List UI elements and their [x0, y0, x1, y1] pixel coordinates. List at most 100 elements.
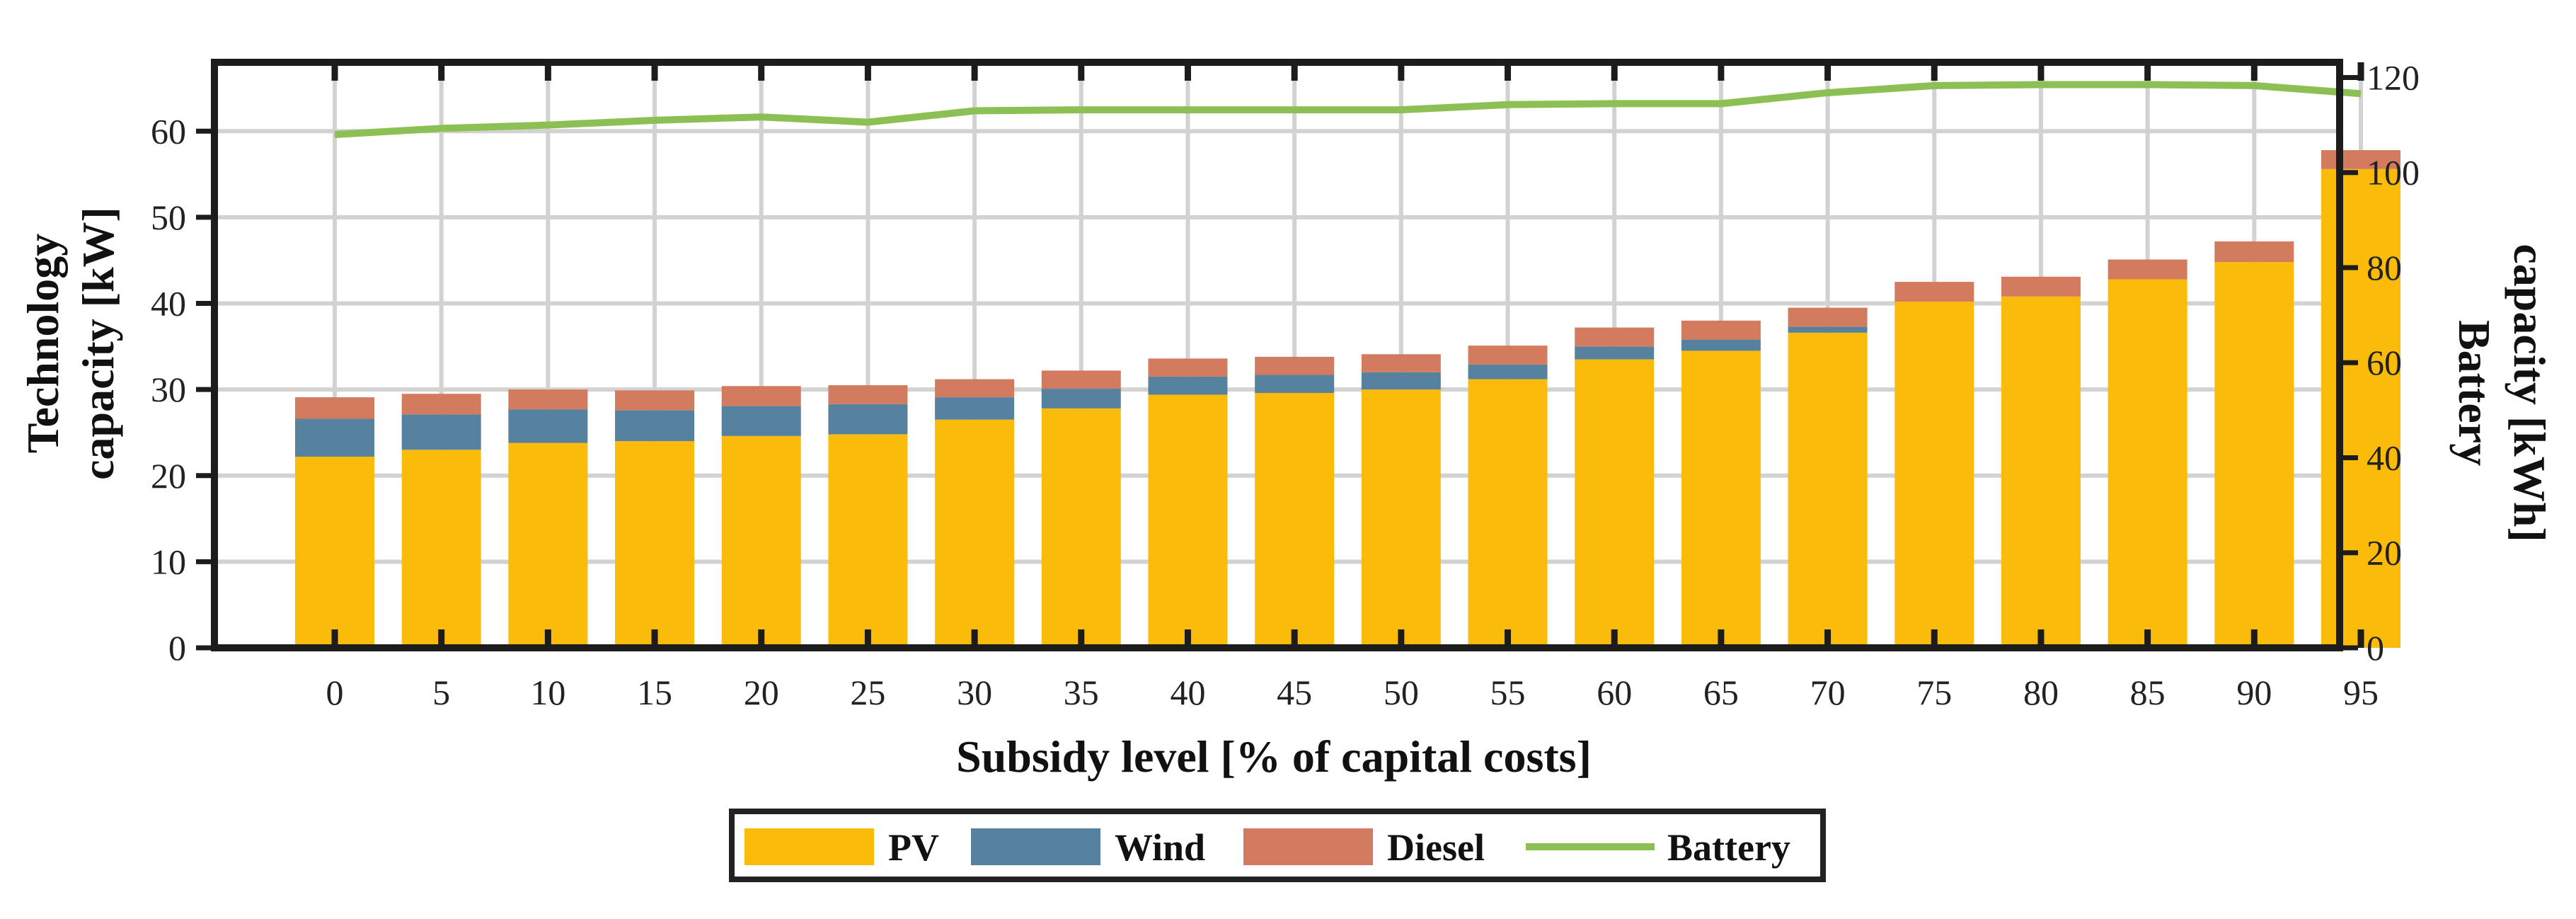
bar-pv-30 — [935, 419, 1015, 648]
bar-diesel-55 — [1468, 346, 1548, 365]
axes — [196, 59, 2364, 651]
bar-pv-70 — [1788, 332, 1868, 648]
legend-swatch-wind — [971, 828, 1100, 865]
bar-pv-0 — [295, 457, 374, 648]
bar-pv-40 — [1148, 394, 1228, 648]
legend-label-diesel: Diesel — [1387, 826, 1485, 869]
legend: PV Wind Diesel Battery — [729, 809, 1826, 882]
bar-diesel-75 — [1894, 282, 1974, 302]
bar-pv-65 — [1681, 350, 1761, 648]
bar-diesel-0 — [295, 397, 374, 419]
bar-diesel-85 — [2108, 259, 2187, 280]
x-tick-label-55: 55 — [1490, 673, 1526, 712]
bar-wind-10 — [508, 409, 588, 443]
x-tick-label-30: 30 — [957, 673, 992, 712]
bar-pv-25 — [828, 434, 908, 648]
bar-diesel-90 — [2214, 241, 2294, 263]
x-tick-label-60: 60 — [1597, 673, 1632, 712]
bar-diesel-40 — [1148, 358, 1228, 377]
x-tick-label-95: 95 — [2343, 673, 2379, 712]
bar-diesel-15 — [615, 390, 695, 411]
y2-axis-label-line1: Battery — [2449, 320, 2500, 466]
bar-pv-45 — [1255, 393, 1335, 648]
x-tick-label-10: 10 — [530, 673, 565, 712]
bar-wind-45 — [1255, 375, 1335, 394]
bar-diesel-80 — [2001, 276, 2081, 297]
bar-pv-5 — [401, 450, 481, 648]
x-tick-label-40: 40 — [1170, 673, 1205, 712]
bar-pv-50 — [1361, 389, 1441, 648]
bar-pv-55 — [1468, 379, 1548, 648]
y-tick-label-0: 0 — [168, 628, 186, 668]
bar-diesel-60 — [1575, 327, 1655, 347]
bar-pv-85 — [2108, 279, 2187, 649]
bar-diesel-50 — [1361, 354, 1441, 372]
bar-diesel-45 — [1255, 356, 1335, 375]
bar-wind-15 — [615, 410, 695, 442]
x-tick-label-35: 35 — [1064, 673, 1099, 712]
plot-frame — [211, 59, 2343, 651]
y-tick-label-10: 10 — [151, 542, 186, 581]
bar-pv-15 — [615, 441, 695, 648]
x-tick-label-5: 5 — [432, 673, 450, 712]
bar-pv-20 — [721, 435, 801, 648]
bar-diesel-10 — [508, 389, 588, 410]
x-tick-label-25: 25 — [850, 673, 885, 712]
x-tick-label-50: 50 — [1384, 673, 1419, 712]
legend-swatch-pv — [744, 828, 874, 865]
battery-line — [334, 81, 2362, 139]
bar-wind-5 — [401, 414, 481, 450]
tick-labels: 0 5 10 15 20 25 30 35 40 45 50 55 60 65 70 75 80 85 90 95 0 1… — [151, 57, 2420, 712]
bar-wind-0 — [295, 418, 374, 457]
bar-diesel-25 — [828, 385, 908, 404]
y2-tick-label-0: 0 — [2367, 628, 2384, 668]
bar-pv-10 — [508, 443, 588, 648]
bar-wind-70 — [1788, 326, 1868, 333]
bar-diesel-20 — [721, 386, 801, 406]
bar-pv-60 — [1575, 359, 1655, 648]
x-tick-label-20: 20 — [744, 673, 779, 712]
y-tick-label-50: 50 — [151, 198, 186, 237]
y2-tick-label-100: 100 — [2367, 153, 2420, 193]
y2-tick-label-120: 120 — [2367, 57, 2420, 97]
bar-wind-60 — [1575, 346, 1655, 360]
bar-wind-20 — [721, 406, 801, 436]
legend-label-battery: Battery — [1667, 826, 1790, 869]
y2-tick-label-40: 40 — [2367, 438, 2402, 477]
bar-wind-55 — [1468, 364, 1548, 379]
x-tick-label-15: 15 — [637, 673, 672, 712]
bar-wind-25 — [828, 404, 908, 435]
x-tick-label-45: 45 — [1277, 673, 1312, 712]
x-tick-label-65: 65 — [1703, 673, 1739, 712]
y2-tick-label-60: 60 — [2367, 343, 2402, 382]
bar-wind-65 — [1681, 339, 1761, 351]
y-tick-label-60: 60 — [151, 111, 186, 151]
bar-pv-80 — [2001, 296, 2081, 648]
bar-pv-90 — [2214, 262, 2294, 648]
bar-wind-35 — [1041, 388, 1121, 409]
x-tick-label-75: 75 — [1916, 673, 1952, 712]
y-tick-label-30: 30 — [151, 370, 186, 409]
y-axis-label-line2: capacity [kW] — [73, 207, 123, 480]
y2-tick-label-80: 80 — [2367, 248, 2402, 287]
bar-wind-40 — [1148, 376, 1228, 395]
legend-label-wind: Wind — [1115, 826, 1205, 869]
bar-wind-30 — [935, 397, 1015, 420]
bar-diesel-65 — [1681, 320, 1761, 340]
bar-diesel-30 — [935, 379, 1015, 398]
x-axis-label: Subsidy level [% of capital costs] — [956, 731, 1592, 782]
bar-diesel-70 — [1788, 307, 1868, 327]
bar-pv-35 — [1041, 408, 1121, 648]
bar-wind-50 — [1361, 372, 1441, 390]
y2-tick-label-20: 20 — [2367, 533, 2402, 573]
legend-label-pv: PV — [888, 826, 939, 869]
x-tick-label-85: 85 — [2130, 673, 2166, 712]
bar-diesel-5 — [401, 394, 481, 415]
x-tick-label-80: 80 — [2023, 673, 2059, 712]
x-tick-label-0: 0 — [326, 673, 344, 712]
bars — [295, 150, 2400, 649]
bar-diesel-95 — [2321, 150, 2400, 169]
y2-axis-label-line2: capacity [kWh] — [2505, 244, 2555, 542]
y-tick-label-40: 40 — [151, 284, 186, 324]
